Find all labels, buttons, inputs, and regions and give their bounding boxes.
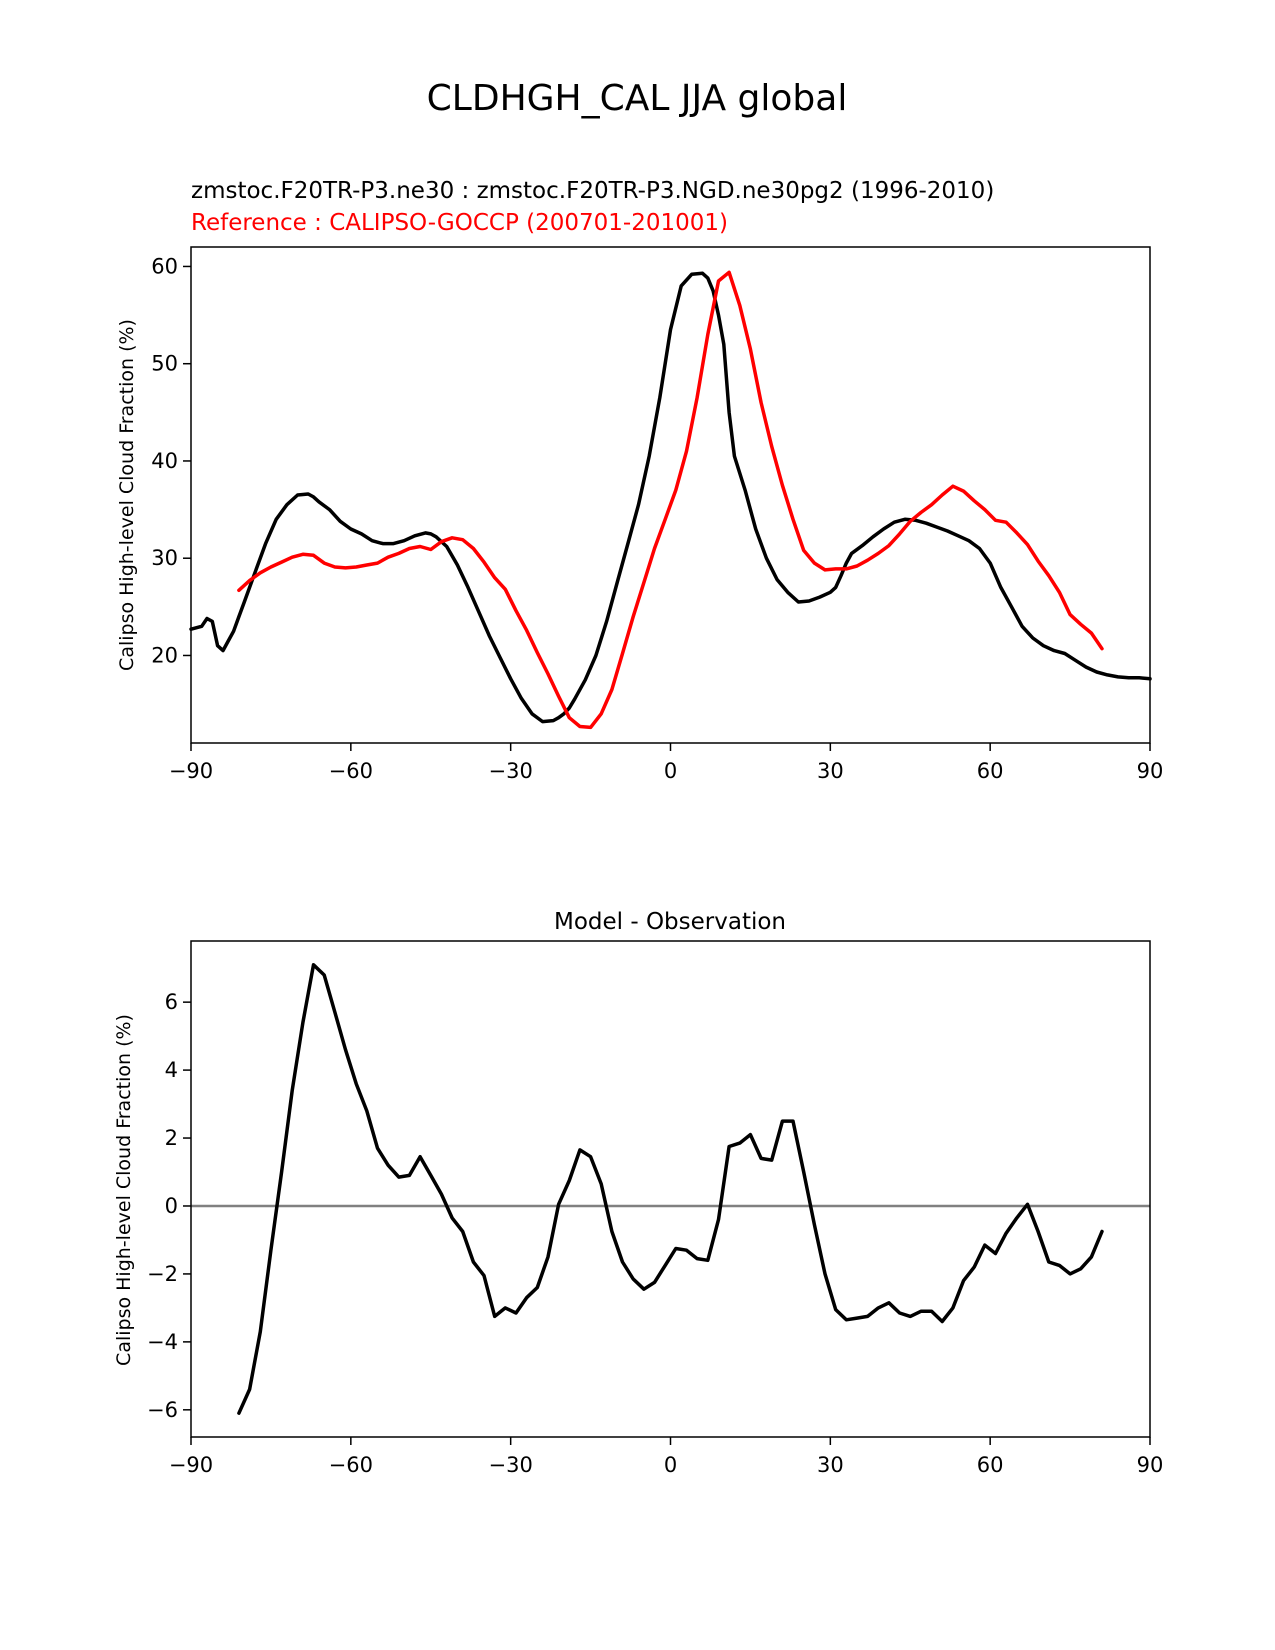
upper-y-tick-label: 50 <box>151 352 178 376</box>
lower-x-tick-label: 30 <box>817 1453 844 1477</box>
upper-x-tick-label: 30 <box>817 759 844 783</box>
lower-y-tick-label: −2 <box>147 1262 178 1286</box>
upper-panel-ticks: −90 −60 −30 0 30 60 90 20 30 40 50 60 <box>151 254 1163 783</box>
upper-x-tick-label: −30 <box>489 759 533 783</box>
upper-y-tick-label: 30 <box>151 546 178 570</box>
lower-x-tick-label: −30 <box>489 1453 533 1477</box>
lower-panel-series <box>191 963 1150 1415</box>
lower-series-difference <box>237 963 1104 1415</box>
lower-panel-ticks: −90 −60 −30 0 30 60 90 −6 −4 −2 0 2 4 6 <box>147 990 1163 1477</box>
lower-x-tick-label: 90 <box>1137 1453 1164 1477</box>
upper-panel-frame <box>190 246 1151 744</box>
upper-series-model <box>189 271 1152 724</box>
upper-panel: zmstoc.F20TR-P3.ne30 : zmstoc.F20TR-P3.N… <box>116 178 1163 783</box>
lower-x-tick-label: −90 <box>169 1453 213 1477</box>
upper-x-tick-label: −90 <box>169 759 213 783</box>
lower-y-tick-label: 0 <box>165 1194 178 1218</box>
lower-y-tick-label: 6 <box>165 990 178 1014</box>
lower-y-tick-label: 2 <box>165 1126 178 1150</box>
figure-title: CLDHGH_CAL JJA global <box>427 78 848 119</box>
upper-panel-series <box>189 270 1152 730</box>
upper-y-tick-label: 60 <box>151 254 178 278</box>
upper-x-tick-label: 0 <box>664 759 677 783</box>
upper-x-tick-label: 60 <box>977 759 1004 783</box>
lower-y-tick-label: −6 <box>147 1398 178 1422</box>
lower-x-tick-label: 60 <box>977 1453 1004 1477</box>
upper-panel-title-reference: Reference : CALIPSO-GOCCP (200701-201001… <box>191 210 728 236</box>
lower-panel-frame <box>190 940 1151 1438</box>
upper-x-tick-label: −60 <box>329 759 373 783</box>
lower-x-tick-label: −60 <box>329 1453 373 1477</box>
upper-x-tick-label: 90 <box>1137 759 1164 783</box>
upper-series-reference <box>237 270 1104 730</box>
lower-y-tick-label: 4 <box>165 1058 178 1082</box>
upper-panel-y-axis-label: Calipso High-level Cloud Fraction (%) <box>116 319 138 671</box>
lower-panel-y-axis-label: Calipso High-level Cloud Fraction (%) <box>113 1014 135 1366</box>
upper-panel-title-model: zmstoc.F20TR-P3.ne30 : zmstoc.F20TR-P3.N… <box>191 178 994 204</box>
lower-panel: Model - Observation Calipso High-level C… <box>113 909 1163 1477</box>
lower-panel-title: Model - Observation <box>554 909 786 935</box>
lower-y-tick-label: −4 <box>147 1330 178 1354</box>
upper-y-tick-label: 40 <box>151 449 178 473</box>
upper-y-tick-label: 20 <box>151 643 178 667</box>
lower-x-tick-label: 0 <box>664 1453 677 1477</box>
